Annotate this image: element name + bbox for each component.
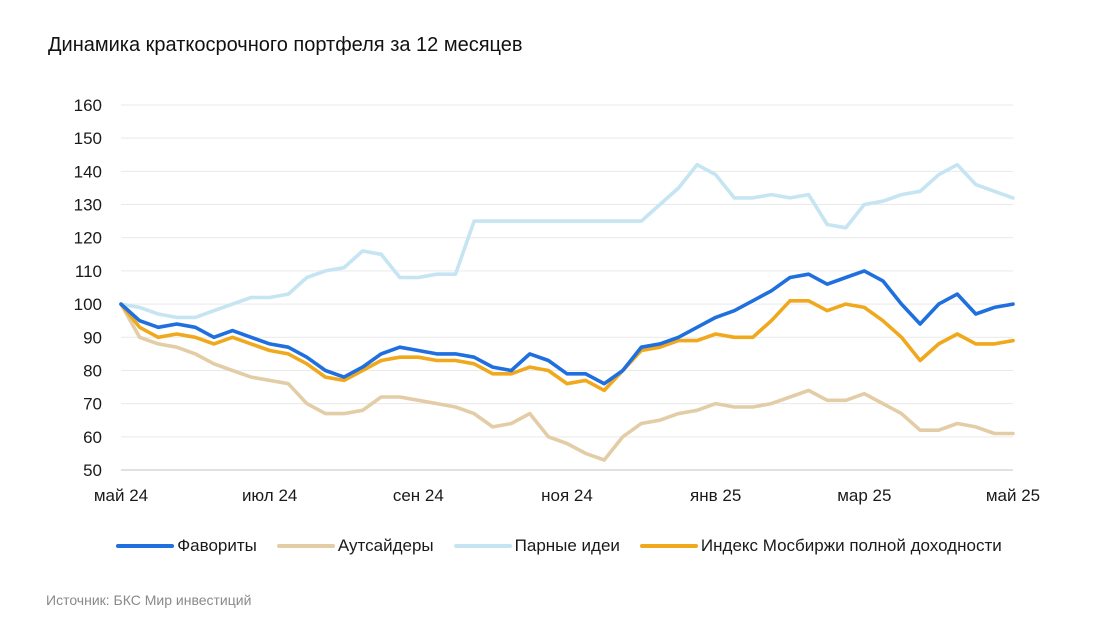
y-tick-label: 90 (83, 328, 102, 347)
x-tick-label: сен 24 (393, 486, 444, 505)
y-tick-label: 70 (83, 395, 102, 414)
y-tick-label: 120 (74, 229, 102, 248)
legend-item-favorites: Фавориты (116, 536, 257, 556)
x-tick-label: янв 25 (690, 486, 741, 505)
legend-label-favorites: Фавориты (177, 536, 257, 555)
y-tick-label: 80 (83, 361, 102, 380)
legend-label-pair-ideas: Парные идеи (514, 536, 620, 555)
legend-swatch-favorites (116, 544, 175, 548)
series-lines (119, 162, 1015, 462)
legend-swatch-moex-index (639, 544, 698, 548)
y-tick-label: 100 (74, 295, 102, 314)
legend-item-pair-ideas: Парные идеи (453, 536, 620, 556)
y-tick-label: 150 (74, 129, 102, 148)
x-tick-label: май 25 (986, 486, 1040, 505)
legend-swatch-pair-ideas (453, 544, 512, 548)
series-line-pair-ideas (119, 162, 1015, 320)
legend: Фавориты Аутсайдеры Парные идеи Индекс М… (0, 536, 1118, 556)
series-line-moex-index (119, 298, 1015, 393)
y-tick-label: 140 (74, 162, 102, 181)
legend-label-outsiders: Аутсайдеры (337, 536, 434, 555)
series-line-favorites (119, 269, 1015, 386)
x-tick-label: май 24 (94, 486, 148, 505)
chart-title: Динамика краткосрочного портфеля за 12 м… (48, 34, 523, 56)
y-tick-label: 130 (74, 196, 102, 215)
y-tick-label: 50 (83, 461, 102, 480)
legend-item-moex-index: Индекс Мосбиржи полной доходности (639, 536, 1002, 556)
series-line-outsiders (119, 302, 1015, 462)
source-note: Источник: БКС Мир инвестиций (46, 592, 252, 608)
legend-label-moex-index: Индекс Мосбиржи полной доходности (700, 536, 1002, 555)
y-tick-label: 60 (83, 428, 102, 447)
legend-item-outsiders: Аутсайдеры (276, 536, 434, 556)
y-tick-label: 160 (74, 96, 102, 115)
y-tick-label: 110 (75, 262, 102, 281)
y-axis-ticks: 50 60 70 80 90 100 110 120 130 140 150 160 (74, 96, 102, 480)
x-tick-label: мар 25 (837, 486, 891, 505)
x-tick-label: ноя 24 (541, 486, 593, 505)
x-tick-label: июл 24 (242, 486, 297, 505)
gridlines (121, 104, 1013, 471)
x-axis-ticks: май 24 июл 24 сен 24 ноя 24 янв 25 мар 25 май … (94, 486, 1040, 505)
legend-swatch-outsiders (276, 544, 335, 548)
